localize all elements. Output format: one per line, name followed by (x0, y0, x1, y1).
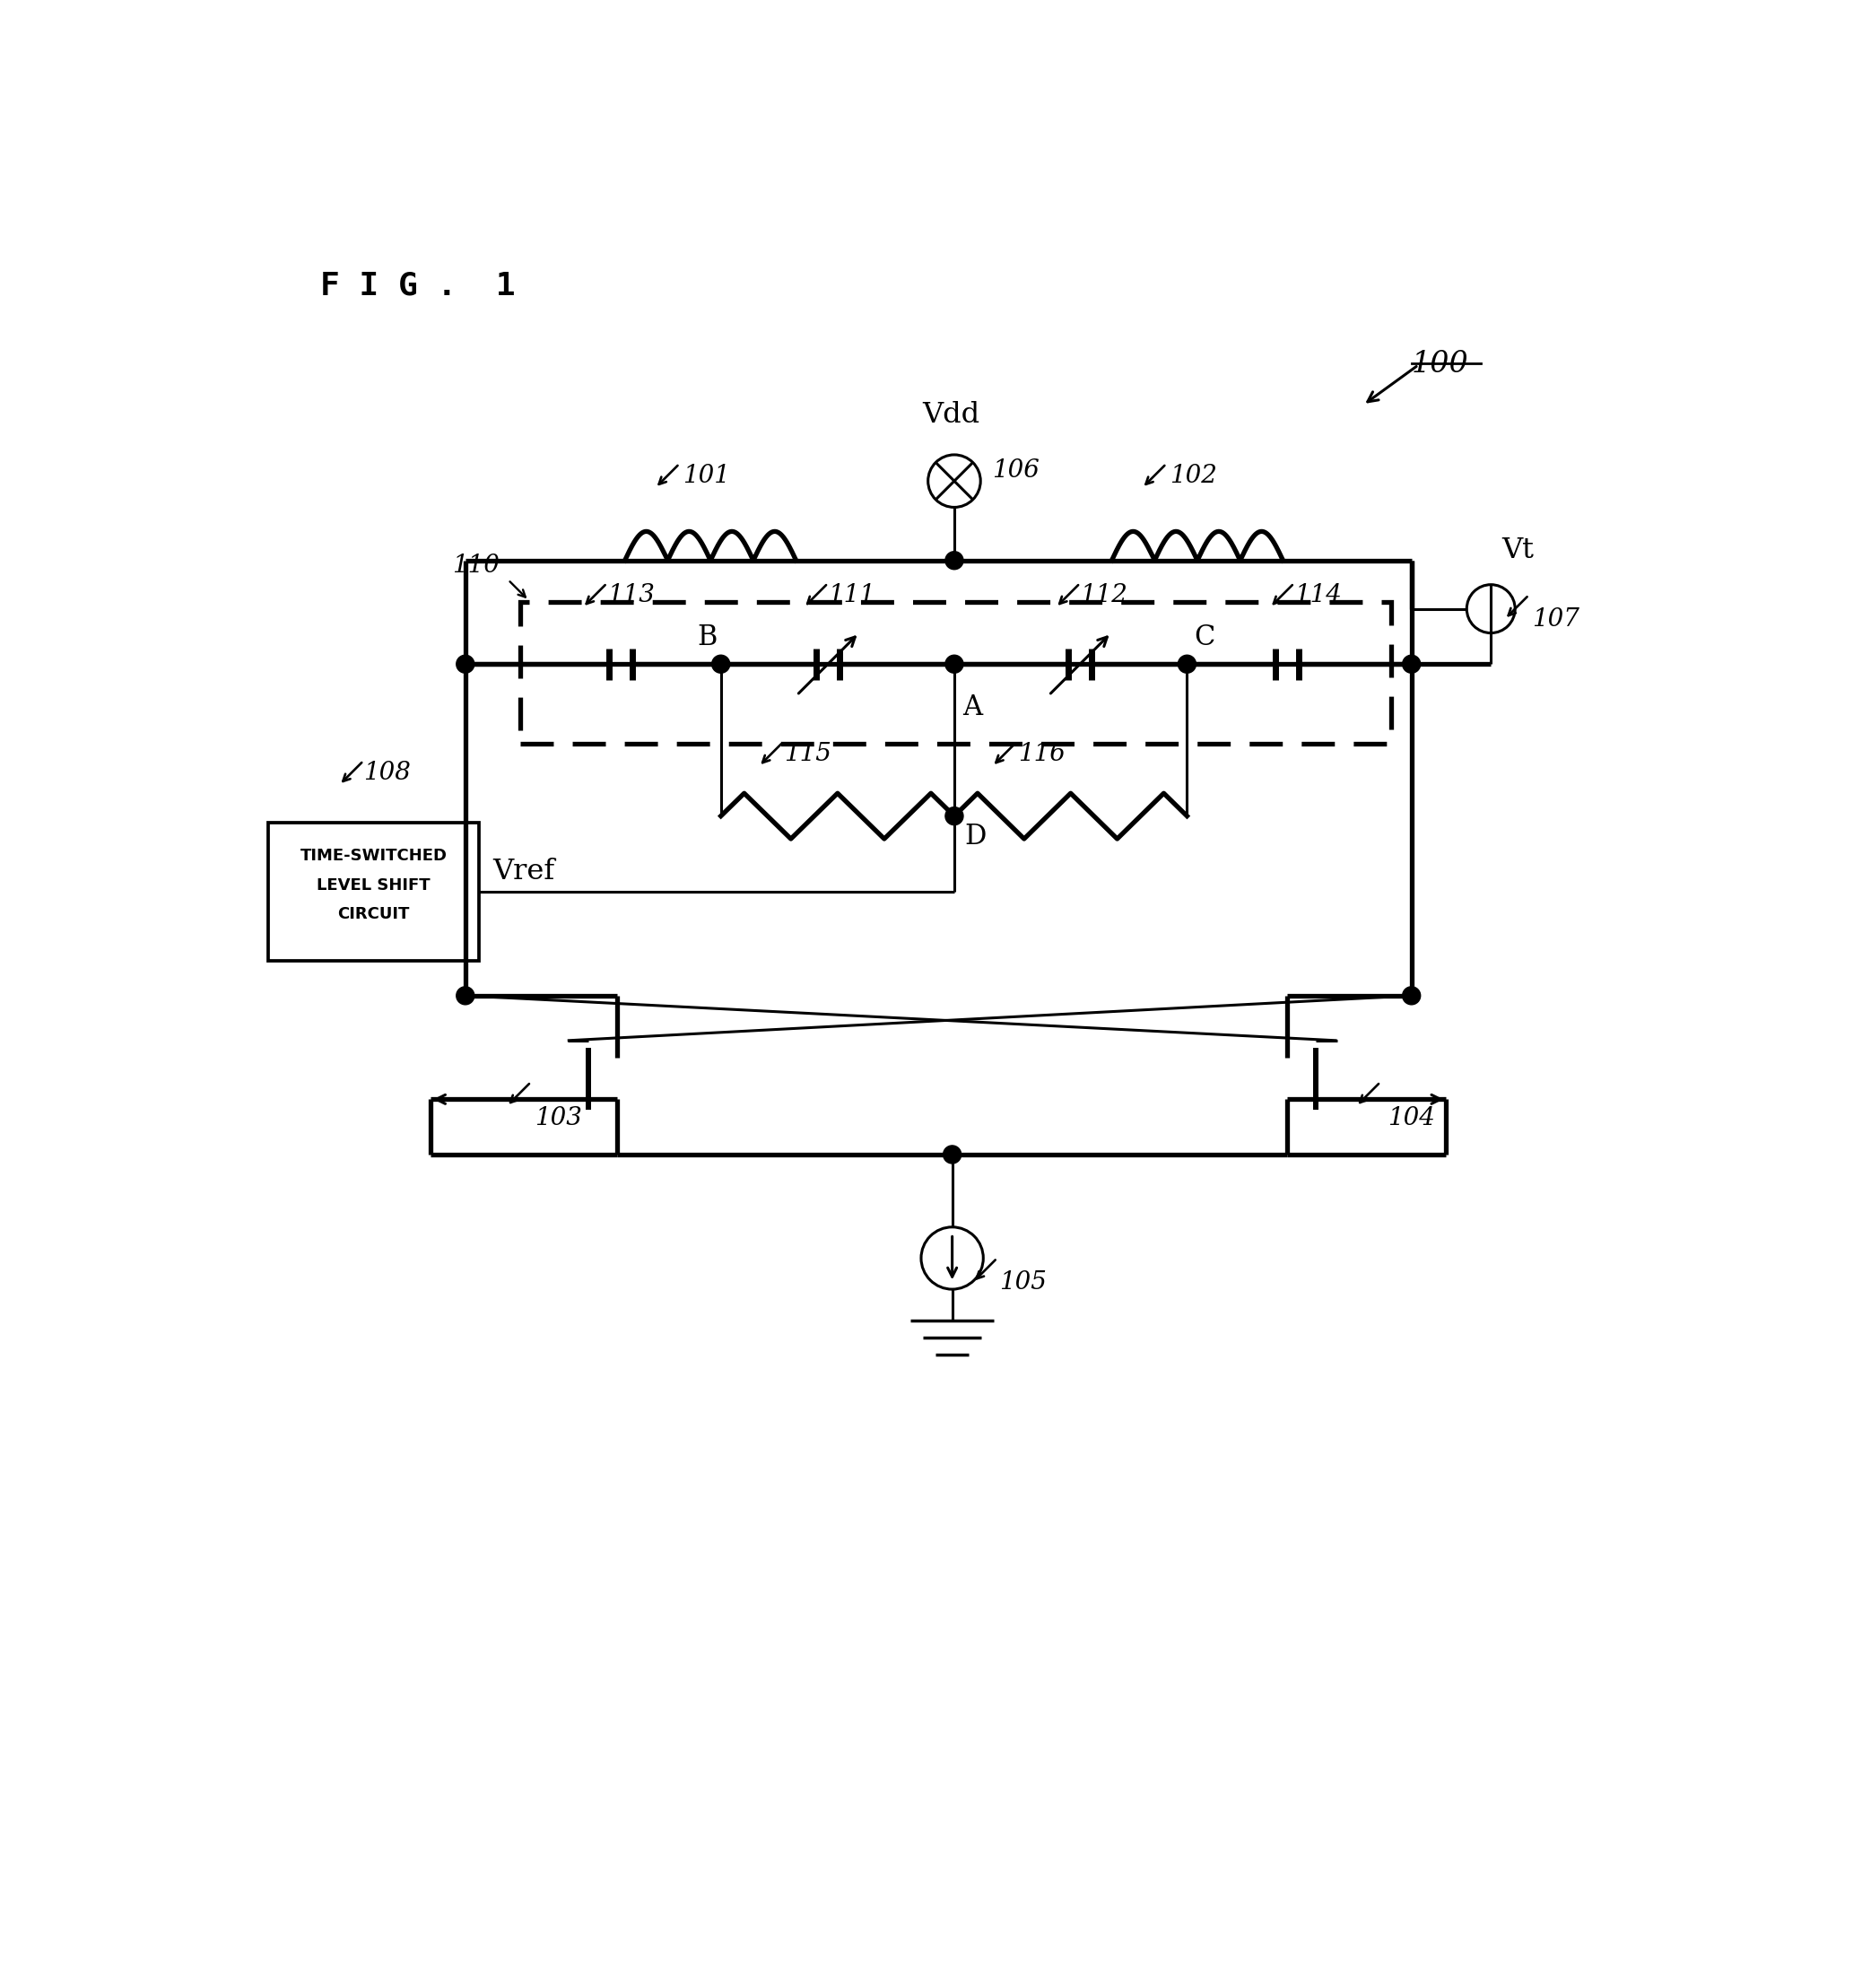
Text: C: C (1194, 624, 1214, 652)
Circle shape (456, 656, 475, 674)
Text: 115: 115 (784, 742, 832, 765)
Text: 106: 106 (992, 459, 1039, 483)
Text: B: B (698, 624, 717, 652)
Circle shape (711, 656, 730, 674)
Text: LEVEL SHIFT: LEVEL SHIFT (317, 877, 430, 893)
Text: 107: 107 (1532, 606, 1579, 632)
Text: CIRCUIT: CIRCUIT (337, 907, 410, 922)
Text: 112: 112 (1080, 582, 1127, 608)
Text: Vref: Vref (493, 857, 555, 885)
Text: F I G .  1: F I G . 1 (320, 270, 516, 300)
Circle shape (1402, 656, 1421, 674)
Text: A: A (963, 694, 983, 722)
Circle shape (456, 986, 475, 1004)
Text: Vdd: Vdd (922, 402, 979, 429)
Text: TIME-SWITCHED: TIME-SWITCHED (300, 849, 447, 865)
Text: 105: 105 (1000, 1270, 1046, 1294)
Text: 113: 113 (607, 582, 654, 608)
Text: D: D (965, 823, 987, 851)
Text: 104: 104 (1387, 1105, 1436, 1131)
Circle shape (944, 1145, 961, 1163)
Text: 114: 114 (1294, 582, 1341, 608)
Text: 102: 102 (1169, 463, 1218, 487)
Text: Vt: Vt (1501, 537, 1534, 565)
Circle shape (1402, 986, 1421, 1004)
Circle shape (946, 807, 963, 825)
Circle shape (946, 656, 963, 674)
Circle shape (946, 551, 963, 569)
Text: 101: 101 (683, 463, 730, 487)
Text: 110: 110 (452, 553, 499, 579)
Text: 100: 100 (1411, 350, 1469, 378)
Text: 108: 108 (363, 761, 412, 785)
Text: 111: 111 (829, 582, 875, 608)
Circle shape (1179, 656, 1195, 674)
Text: 103: 103 (534, 1105, 581, 1131)
Text: 116: 116 (1019, 742, 1065, 765)
